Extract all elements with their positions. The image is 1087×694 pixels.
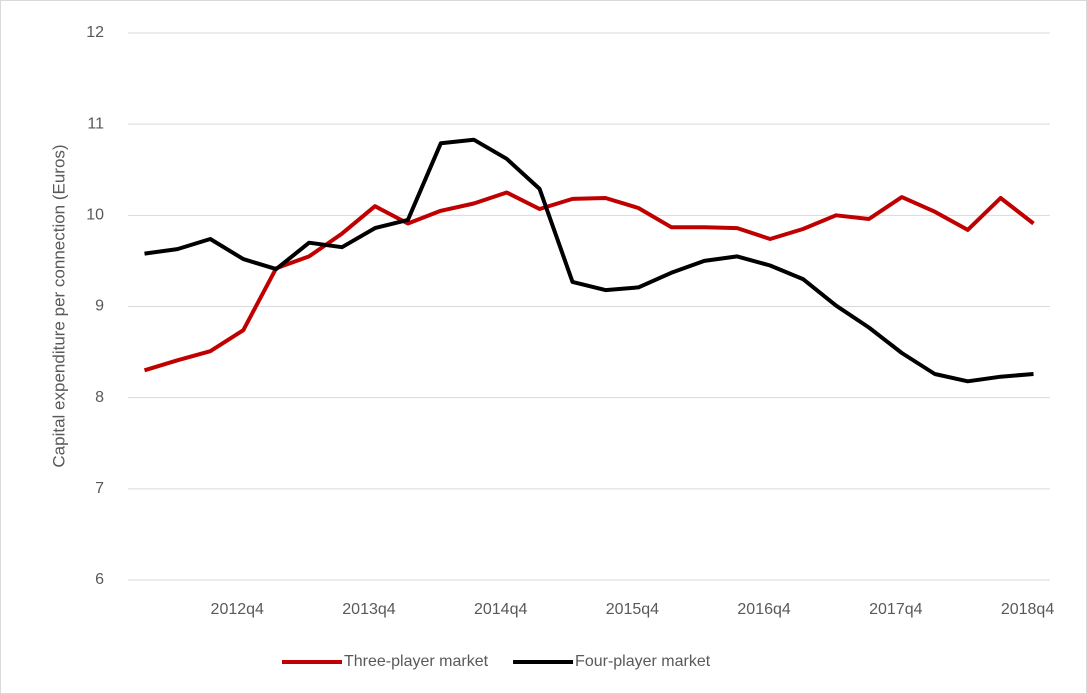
y-tick-label: 8 (95, 389, 104, 406)
x-tick-label: 2013q4 (342, 601, 395, 618)
x-tick-label: 2016q4 (737, 601, 790, 618)
y-tick-label: 7 (95, 480, 104, 497)
x-tick-label: 2014q4 (474, 601, 527, 618)
y-axis-label: Capital expenditure per connection (Euro… (49, 144, 68, 467)
y-tick-label: 6 (95, 571, 104, 588)
x-tick-label: 2015q4 (606, 601, 659, 618)
x-tick-label: 2012q4 (211, 601, 264, 618)
x-tick-label: 2017q4 (869, 601, 922, 618)
legend-label: Four-player market (575, 653, 711, 670)
y-tick-label: 12 (86, 24, 104, 41)
legend-label: Three-player market (344, 653, 489, 670)
x-tick-label: 2018q4 (1001, 601, 1054, 618)
y-tick-label: 11 (87, 115, 104, 132)
line-series (144, 137, 1034, 384)
line-series (143, 190, 1035, 373)
y-tick-label: 10 (86, 207, 104, 224)
y-tick-label: 9 (95, 298, 104, 315)
